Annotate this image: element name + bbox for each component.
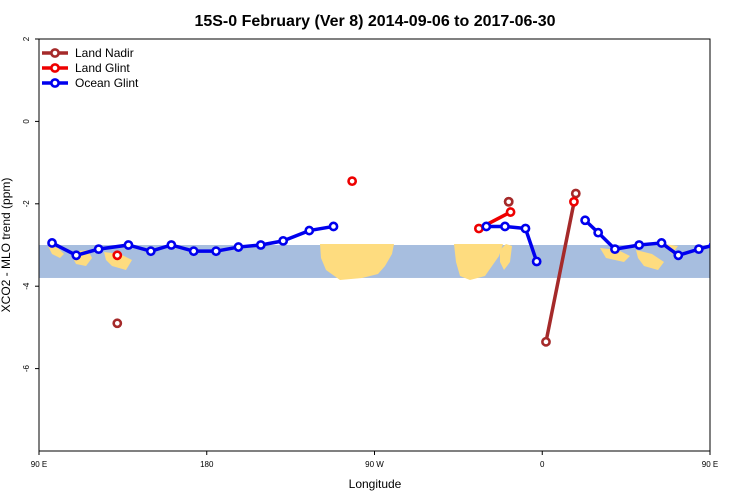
land-nadir-point [503, 196, 514, 207]
land-glint-point [505, 207, 516, 217]
ocean-glint-point [580, 215, 591, 226]
ocean-glint-point [123, 240, 134, 250]
land-nadir-point [112, 318, 123, 329]
land-glint-point [569, 196, 579, 207]
ocean-glint-point [93, 244, 104, 255]
land-indonesia-right [600, 248, 630, 262]
land-newguinea-right [636, 250, 664, 270]
ocean-glint-point [145, 246, 156, 257]
ocean-glint-point [166, 240, 177, 250]
ocean-glint-point [673, 250, 684, 261]
y-tick-label: 0 [22, 119, 31, 124]
legend-swatch-marker [50, 78, 60, 88]
ocean-glint-point [188, 246, 199, 257]
ocean-glint-point [481, 221, 492, 232]
x-tick-label: 180 [200, 460, 214, 469]
y-tick-label: -4 [22, 282, 31, 290]
ocean-glint-point [656, 238, 667, 248]
ocean-glint-point [233, 242, 244, 252]
y-axis-label: XCO2 - MLO trend (ppm) [0, 178, 13, 313]
land-glint-point [347, 176, 358, 187]
ocean-glint-point [520, 223, 531, 234]
legend-item-land-glint: Land Glint [42, 61, 130, 75]
x-tick-label: 90 E [31, 460, 47, 469]
land-south-america [320, 244, 394, 280]
land-madagascar [500, 244, 512, 270]
ocean-glint-point [693, 244, 704, 255]
legend-item-ocean-glint: Ocean Glint [42, 76, 139, 90]
series-land-nadir [112, 188, 581, 347]
land-glint-point [473, 223, 484, 234]
ocean-glint-point [328, 221, 339, 232]
land-glint-point [112, 250, 123, 261]
legend-swatch-marker [50, 48, 60, 58]
ocean-glint-point [634, 240, 645, 250]
ocean-glint-point [500, 221, 510, 232]
y-tick-label: -2 [22, 200, 31, 208]
ocean-glint-point [610, 244, 620, 255]
land-nadir-point [541, 336, 551, 347]
ocean-glint-point [71, 250, 82, 261]
x-tick-label: 90 E [702, 460, 718, 469]
ocean-glint-point [708, 241, 710, 249]
land-nadir-line [544, 193, 578, 343]
ocean-glint-point [304, 225, 315, 236]
ocean-glint-point [278, 235, 289, 246]
legend-label: Ocean Glint [75, 76, 139, 90]
series-ocean-glint [47, 215, 710, 267]
land-indonesia-left [48, 246, 64, 258]
ocean-glint-point [593, 227, 604, 238]
ocean-glint-point [255, 240, 266, 250]
y-tick-label: 2 [22, 36, 31, 41]
land-newguinea-left [104, 252, 132, 270]
ocean-glint-point [47, 238, 57, 248]
legend-label: Land Glint [75, 61, 130, 75]
y-tick-label: -6 [22, 364, 31, 372]
land-africa [454, 244, 503, 280]
legend-label: Land Nadir [75, 46, 134, 60]
x-tick-label: 90 W [365, 460, 384, 469]
x-axis: 90 E 180 90 W 0 90 E [31, 451, 718, 469]
ocean-glint-point [211, 246, 221, 257]
series-land-glint [112, 176, 579, 261]
series-layer [47, 176, 710, 347]
ocean-glint-line [486, 224, 539, 263]
x-tick-label: 0 [540, 460, 545, 469]
y-axis: 2 0 -2 -4 -6 [22, 36, 39, 372]
chart-title: 15S-0 February (Ver 8) 2014-09-06 to 201… [194, 13, 555, 30]
legend-swatch-marker [50, 63, 60, 73]
land-nadir-point [570, 188, 581, 199]
x-axis-label: Longitude [349, 477, 402, 491]
legend-item-land-nadir: Land Nadir [42, 46, 134, 60]
ocean-glint-point [531, 256, 542, 267]
background-map-band [39, 244, 710, 280]
